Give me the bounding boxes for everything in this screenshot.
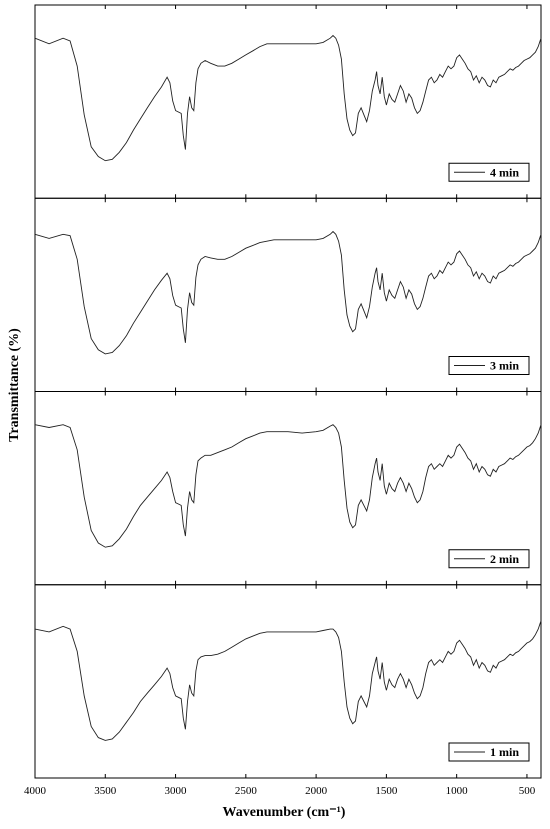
panels-group: 4 min 3 min 2 min 1 min (34, 4, 542, 779)
legend-box (448, 742, 530, 762)
y-axis-title: Transmittance (%) (7, 328, 22, 442)
legend-label: 1 min (490, 745, 519, 759)
panel-frame (34, 584, 542, 779)
x-tick-label: 1000 (446, 785, 469, 797)
x-tick-label: 3000 (165, 785, 188, 797)
x-tick-label: 2000 (305, 785, 328, 797)
legend-1-min: 1 min (448, 742, 530, 762)
x-tick-label: 3500 (94, 785, 117, 797)
spectrum-line-4-min (34, 34, 542, 162)
panel-2-min: 2 min (34, 391, 542, 586)
legend-4-min: 4 min (448, 162, 530, 182)
legend-box (448, 162, 530, 182)
legend-label: 4 min (490, 165, 519, 179)
legend-box (448, 549, 530, 569)
panel-1-min: 1 min (34, 584, 542, 779)
legend-2-min: 2 min (448, 549, 530, 569)
x-tick-label: 4000 (24, 785, 47, 797)
spectrum-line-1-min (34, 620, 542, 741)
panel-4-min: 4 min (34, 4, 542, 199)
x-tick-label: 500 (519, 785, 536, 797)
legend-box (448, 356, 530, 375)
panel-3-min: 3 min (34, 197, 542, 392)
x-tick-label: 2500 (235, 785, 258, 797)
x-axis-title: Wavenumber (cm⁻¹) (223, 805, 346, 820)
legend-label: 2 min (490, 552, 519, 566)
spectrum-line-2-min (34, 424, 542, 548)
legend-3-min: 3 min (448, 356, 530, 375)
legend-label: 3 min (490, 359, 519, 373)
x-axis-ticks: 4000 3500 3000 2500 2000 1500 1000 500 (24, 785, 536, 797)
spectrum-line-3-min (34, 230, 542, 355)
x-tick-label: 1500 (375, 785, 398, 797)
